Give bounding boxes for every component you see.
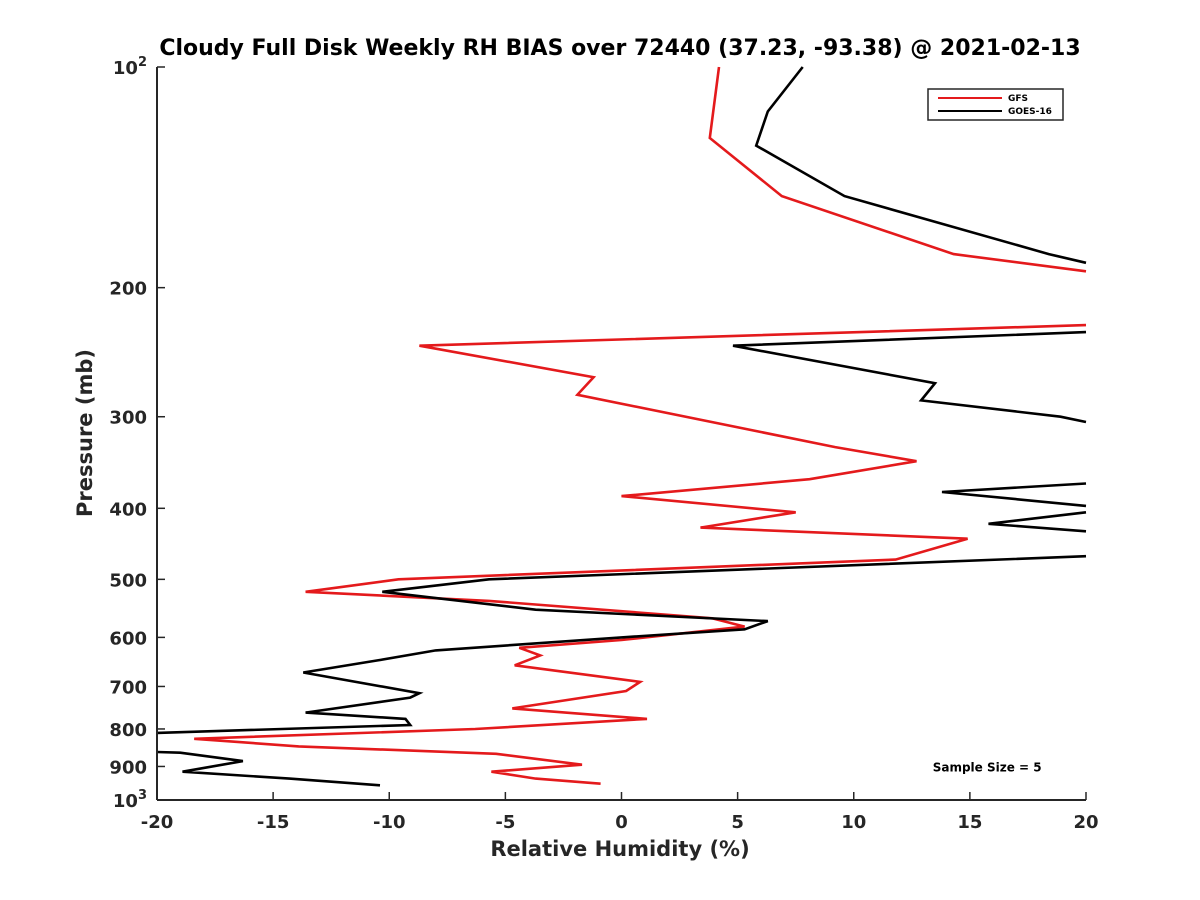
y-tick-label: 800 (109, 720, 147, 741)
y-tick-label: 600 (109, 628, 147, 649)
y-tick-label: 700 (109, 677, 147, 698)
x-tick-label: -10 (373, 812, 406, 833)
x-tick-label: 20 (1073, 812, 1098, 833)
x-axis-label: Relative Humidity (%) (490, 837, 749, 861)
y-tick-label: 500 (109, 570, 147, 591)
y-tick-label: 103 (113, 788, 147, 812)
legend-box (927, 88, 1064, 121)
x-tick-label: 10 (841, 812, 866, 833)
y-ticks: 102 200 300 400 500 600 700 800 900 103 (109, 55, 165, 812)
x-tick-label: 15 (957, 812, 982, 833)
x-tick-label: -15 (257, 812, 290, 833)
annotation-sample-size: Sample Size = 5 (933, 761, 1042, 775)
legend-label-goes16: GOES-16 (1008, 107, 1052, 117)
y-axis-label: Pressure (mb) (73, 349, 97, 517)
y-tick-label: 400 (109, 499, 147, 520)
series-line-gfs (194, 66, 1087, 785)
annotations: Sample Size = 5 (933, 761, 1042, 775)
x-tick-label: -20 (141, 812, 174, 833)
series-layer (156, 66, 1087, 787)
y-tick-label: 200 (109, 279, 147, 300)
series-line-goes16 (156, 66, 1087, 787)
x-tick-label: 0 (615, 812, 628, 833)
y-tick-label: 900 (109, 757, 147, 778)
y-tick-label: 300 (109, 408, 147, 429)
chart-title: Cloudy Full Disk Weekly RH BIAS over 724… (159, 36, 1080, 61)
x-ticks: -20 -15 -10 -5 0 5 10 15 20 (141, 792, 1099, 833)
y-tick-label: 102 (113, 55, 147, 79)
x-tick-label: -5 (495, 812, 515, 833)
legend: GFS GOES-16 (927, 88, 1064, 121)
x-tick-label: 5 (731, 812, 744, 833)
plot-area (157, 67, 1086, 800)
legend-label-gfs: GFS (1008, 94, 1028, 104)
